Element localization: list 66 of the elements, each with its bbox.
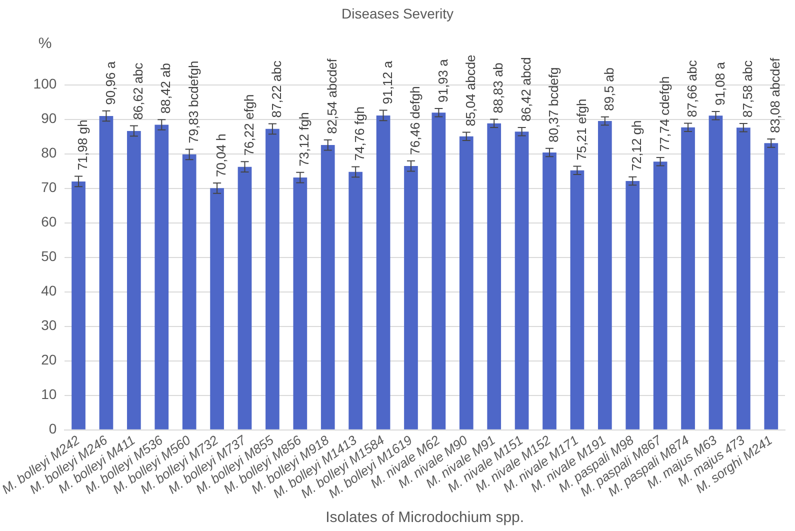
data-label: 86,42 abcd xyxy=(518,57,534,122)
data-label: 70,04 h xyxy=(214,134,229,178)
bar xyxy=(736,128,750,430)
bar xyxy=(681,127,695,430)
bar xyxy=(182,154,196,430)
data-label: 80,37 bcdefg xyxy=(546,67,562,142)
y-tick-label: 90 xyxy=(41,110,57,126)
data-label: 71,98 gh xyxy=(75,120,90,170)
data-label: 85,04 abcde xyxy=(462,54,478,126)
chart-title: Diseases Severity xyxy=(341,5,454,22)
y-tick-label: 100 xyxy=(33,76,57,92)
y-tick-label: 50 xyxy=(41,248,57,264)
data-label: 73,12 fgh xyxy=(296,112,312,166)
bar xyxy=(238,166,252,430)
bar xyxy=(320,145,335,430)
data-label: 77,74 cdefgh xyxy=(656,76,672,152)
y-tick-label: 10 xyxy=(41,386,57,402)
data-label: 76,22 efgh xyxy=(241,94,256,156)
bar xyxy=(154,124,169,430)
bar xyxy=(348,172,362,430)
bar xyxy=(99,116,114,430)
bar xyxy=(210,188,224,430)
bar xyxy=(404,166,418,430)
data-label: 89,5 ab xyxy=(601,68,616,111)
bar xyxy=(764,143,778,430)
bar xyxy=(72,181,86,430)
data-label: 82,54 abcdef xyxy=(324,58,340,134)
bar xyxy=(653,162,668,430)
data-label: 91,08 a xyxy=(712,61,728,106)
y-tick-label: 30 xyxy=(41,317,57,334)
bar xyxy=(266,128,280,430)
data-label: 79,83 bcdefgh xyxy=(186,60,201,144)
data-label: 74,76 fgh xyxy=(352,106,368,161)
data-label: 88,83 ab xyxy=(490,62,506,114)
data-label: 72,12 gh xyxy=(629,120,644,171)
bar xyxy=(708,116,723,430)
data-label: 87,66 abc xyxy=(684,60,700,118)
bar xyxy=(487,123,502,430)
data-label: 91,12 a xyxy=(380,60,395,104)
bar xyxy=(432,112,446,430)
y-tick-label: 20 xyxy=(41,352,57,368)
bar xyxy=(293,178,308,430)
y-tick-label: 80 xyxy=(41,144,57,161)
y-axis-title: % xyxy=(38,35,52,52)
y-tick-label: 40 xyxy=(41,282,57,299)
y-tick-label: 70 xyxy=(41,179,57,196)
bar xyxy=(598,121,612,430)
data-label: 91,93 a xyxy=(435,58,450,103)
data-label: 76,46 defgh xyxy=(408,86,423,155)
bar xyxy=(514,132,529,430)
data-label: 87,22 abc xyxy=(269,60,284,118)
x-axis-title: Isolates of Microdochium spp. xyxy=(326,509,524,526)
data-label: 86,62 abc xyxy=(130,62,146,120)
bar xyxy=(626,181,640,430)
data-label: 83,08 abcdef xyxy=(768,57,783,134)
data-label: 88,42 ab xyxy=(158,62,174,114)
y-tick-label: 60 xyxy=(41,214,57,230)
data-label: 87,58 abc xyxy=(740,60,756,118)
data-label: 90,96 a xyxy=(102,60,118,105)
data-label: 75,21 efgh xyxy=(574,98,589,160)
bar xyxy=(376,115,390,430)
bar xyxy=(542,152,556,430)
bar xyxy=(459,136,474,430)
bar xyxy=(127,130,141,430)
bar xyxy=(570,170,584,430)
y-tick-label: 0 xyxy=(48,420,57,437)
